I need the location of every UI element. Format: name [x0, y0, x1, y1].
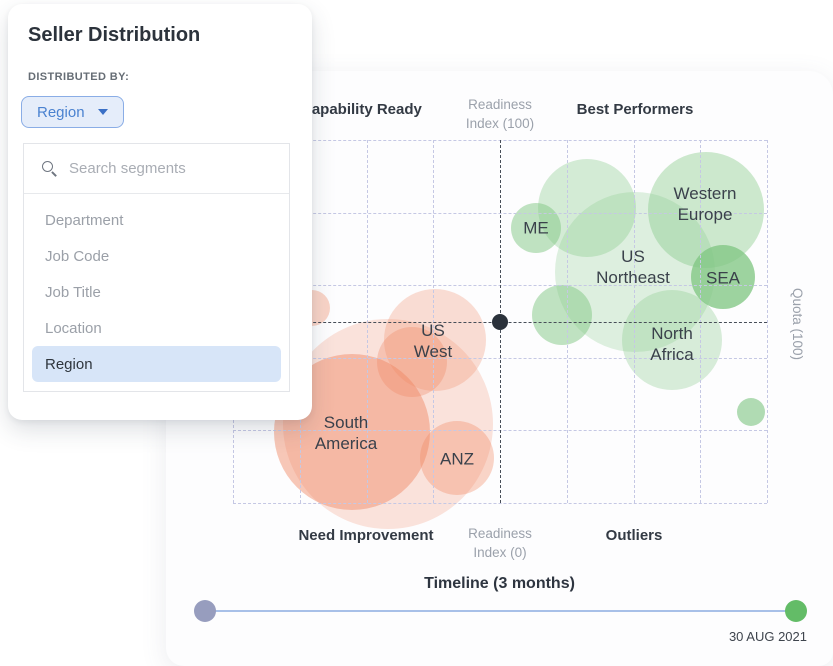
bubble-unlabeled[interactable]: [532, 285, 592, 345]
timeline-slider-handle-end[interactable]: [785, 600, 807, 622]
quadrant-label-capability-ready: Capability Ready: [301, 101, 422, 118]
bubble-chart-plot: Western Europe North Africa ME US Northeast…: [233, 140, 768, 529]
bubble-unlabeled[interactable]: [737, 398, 765, 426]
timeline-slider-track[interactable]: [205, 610, 796, 612]
bubble-label-sea: SEA: [705, 268, 741, 288]
bubble-label-south-america: South America: [314, 413, 378, 453]
segment-option-location[interactable]: Location: [45, 319, 102, 337]
axis-label-readiness-top: Readiness Index (100): [465, 97, 535, 131]
bubble-label-north-africa: North Africa: [650, 324, 694, 364]
segment-options-list: Department Job Code Job Title Location Regio…: [24, 194, 289, 382]
seller-distribution-card: Seller Distribution DISTRIBUTED BY: Regi…: [8, 4, 312, 420]
bubble-me[interactable]: [511, 203, 561, 253]
bubble-label-me: ME: [523, 218, 549, 238]
dropdown-value: Region: [37, 103, 85, 121]
segment-listbox: Department Job Code Job Title Location Regio…: [23, 143, 290, 392]
axis-label-readiness-bottom: Readiness Index (0): [468, 526, 532, 560]
bubble-label-us-northeast: US Northeast: [596, 247, 670, 287]
segment-option-region[interactable]: Region: [32, 346, 281, 382]
card-title: Seller Distribution: [28, 24, 201, 46]
bubble-label-western-europe: Western Europe: [673, 184, 737, 224]
segment-search-row: [24, 144, 289, 194]
search-icon: [42, 160, 58, 177]
quadrant-label-outliers: Outliers: [605, 527, 663, 544]
bubble-label-anz: ANZ: [440, 449, 474, 469]
bubble-unlabeled[interactable]: [377, 327, 447, 397]
segment-option-job-code[interactable]: Job Code: [45, 247, 110, 265]
segment-search-input[interactable]: [69, 160, 269, 177]
segment-option-department[interactable]: Department: [45, 211, 124, 229]
quadrant-center-dot: [492, 314, 508, 330]
grid-hline: [233, 503, 767, 504]
bubble-label-us-west: US West: [413, 321, 453, 361]
bubble-anz[interactable]: [420, 421, 494, 495]
quadrant-label-best-performers: Best Performers: [576, 101, 694, 118]
segment-option-job-title[interactable]: Job Title: [45, 283, 101, 301]
chevron-down-icon: [97, 109, 108, 115]
axis-label-quota-right: Quota (100): [790, 287, 805, 361]
chart-panel: Capability Ready Readiness Index (100) B…: [166, 71, 833, 666]
bubble-us-west[interactable]: [384, 289, 486, 391]
timeline-slider-handle-start[interactable]: [194, 600, 216, 622]
distributed-by-dropdown[interactable]: Region: [21, 96, 124, 128]
bubble-north-africa[interactable]: [622, 290, 722, 390]
grid-vline: [767, 140, 768, 503]
bubble-unlabeled[interactable]: [283, 319, 493, 529]
bubble-label-layer: Western Europe North Africa ME US Northeast…: [233, 140, 767, 503]
distributed-by-label: DISTRIBUTED BY:: [28, 71, 130, 83]
timeline-title: Timeline (3 months): [424, 575, 575, 592]
quadrant-label-need-improvement: Need Improvement: [298, 527, 434, 544]
bubble-sea[interactable]: [691, 245, 755, 309]
timeline-end-date: 30 AUG 2021: [728, 629, 807, 644]
